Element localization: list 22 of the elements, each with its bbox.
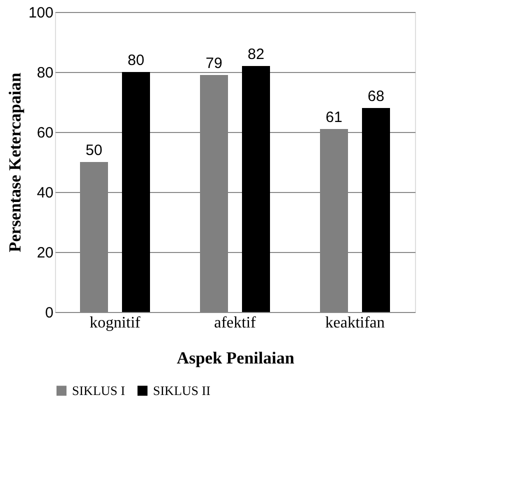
x-tick-label: keaktifan — [325, 314, 385, 332]
y-tick-label: 80 — [36, 64, 54, 82]
y-tick-label: 20 — [36, 244, 54, 262]
data-label: 79 — [206, 55, 222, 72]
x-tick-label: kognitif — [90, 314, 141, 332]
data-label: 80 — [128, 52, 144, 69]
data-label: 61 — [326, 109, 342, 126]
y-tick-label: 40 — [36, 184, 54, 202]
legend-label: SIKLUS II — [153, 382, 210, 398]
bar — [242, 66, 270, 312]
x-axis-title: Aspek Penilaian — [176, 348, 295, 368]
y-tick-label: 0 — [45, 304, 54, 322]
bar — [362, 108, 390, 312]
data-label: 68 — [368, 88, 384, 105]
y-tick-label: 60 — [36, 124, 54, 142]
x-tick-label: afektif — [214, 314, 257, 332]
bar — [122, 72, 150, 312]
y-tick-label: 100 — [28, 4, 54, 22]
data-label: 50 — [86, 142, 102, 159]
data-label: 82 — [248, 46, 264, 63]
legend-label: SIKLUS I — [72, 382, 126, 398]
y-axis-title: Persentase Ketercapaian — [5, 72, 24, 252]
